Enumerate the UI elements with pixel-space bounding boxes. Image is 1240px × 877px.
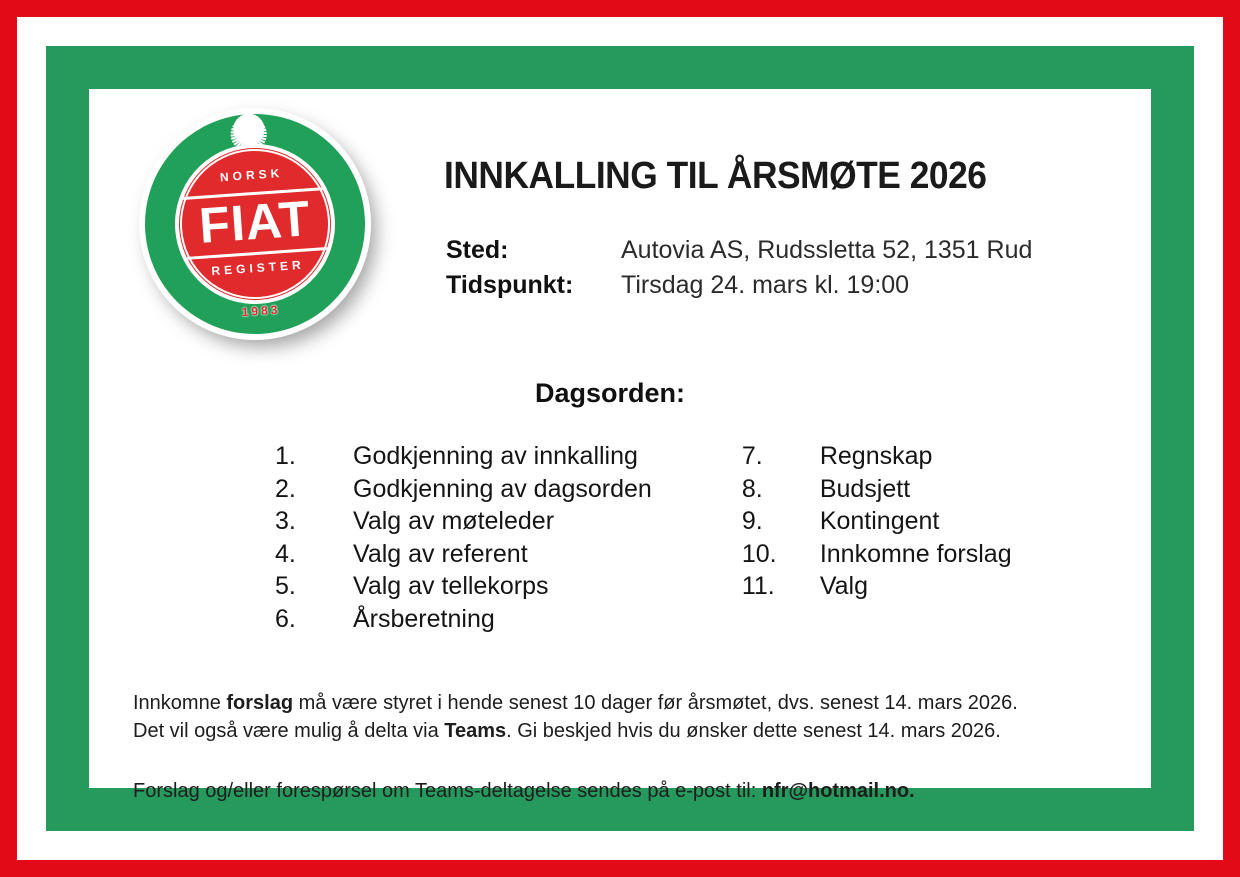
agenda-item-label: Valg [819, 572, 869, 600]
agenda-column-left: 1. Godkjenning av innkalling 2. Godkjenning… [275, 442, 652, 637]
agenda-item-label: Valg av referent [353, 539, 528, 568]
laurel-leaves [131, 100, 362, 153]
agenda-item: 9. Kontingent [742, 507, 1012, 540]
agenda-item-label: Innkomne forslag [819, 539, 1012, 568]
agenda-item: 7. Regnskap [742, 442, 1012, 475]
frame-white-gap: NORSK FIAT REGISTER 1983 INNKALLING TIL … [17, 17, 1223, 860]
agenda-item-label: Regnskap [819, 442, 933, 470]
agenda-item-number: 9. [741, 507, 763, 535]
detail-value-tidspunkt: Tirsdag 24. mars kl. 19:00 [621, 271, 910, 299]
agenda-item-label: Godkjenning av innkalling [353, 442, 638, 470]
frame-green-band: NORSK FIAT REGISTER 1983 INNKALLING TIL … [46, 46, 1194, 831]
page-title: INNKALLING TIL ÅRSMØTE 2026 [444, 155, 987, 197]
footer-line-1-pre: Innkomne [133, 692, 227, 714]
agenda-heading: Dagsorden: [534, 378, 686, 408]
footer-line-2-bold: Teams [444, 720, 507, 742]
agenda-item: 1. Godkjenning av innkalling [275, 442, 652, 475]
detail-row-sted: Sted: Autovia AS, Rudssletta 52, 1351 Ru… [446, 236, 1086, 271]
agenda-item-label: Kontingent [819, 507, 940, 535]
agenda-item-label: Valg av tellekorps [353, 572, 549, 600]
agenda-item: 4. Valg av referent [275, 540, 652, 573]
footer-line-2-post: . Gi beskjed hvis du ønsker dette senest… [506, 720, 1001, 742]
agenda-item: 6. Årsberetning [275, 605, 652, 638]
agenda-item-number: 1. [275, 442, 296, 470]
detail-label-sted: Sted: [446, 236, 509, 264]
agenda-item-number: 3. [275, 507, 296, 535]
footer-notes: Innkomne forslag må være styret i hende … [133, 689, 1163, 805]
footer-line-1-bold: forslag [226, 692, 294, 714]
norsk-fiat-register-logo: NORSK FIAT REGISTER 1983 [131, 100, 386, 356]
agenda-item-label: Valg av møteleder [353, 507, 555, 535]
poster-canvas: NORSK FIAT REGISTER 1983 INNKALLING TIL … [89, 89, 1151, 802]
footer-line-1-post: må være styret i hende senest 10 dager f… [293, 692, 1018, 714]
agenda-item-number: 7. [741, 442, 763, 470]
meeting-details: Sted: Autovia AS, Rudssletta 52, 1351 Ru… [446, 236, 1086, 306]
agenda-item-number: 6. [275, 604, 296, 633]
agenda-item-number: 2. [275, 474, 296, 503]
agenda-list: 1. Godkjenning av innkalling 2. Godkjenning… [275, 442, 1012, 637]
agenda-item: 2. Godkjenning av dagsorden [275, 475, 652, 508]
footer-spacer [133, 745, 1163, 777]
agenda-item-number: 5. [275, 572, 296, 600]
footer-line-2: Det vil også være mulig å delta via Team… [133, 717, 1163, 745]
footer-line-2-pre: Det vil også være mulig å delta via [133, 720, 445, 742]
footer-line-3: Forslag og/eller forespørsel om Teams-de… [133, 777, 1163, 805]
agenda-item-label: Årsberetning [353, 604, 495, 633]
agenda-item-label: Budsjett [819, 474, 911, 503]
agenda-item-number: 8. [741, 474, 763, 503]
agenda-item-number: 11. [741, 572, 775, 600]
agenda-item: 11. Valg [742, 572, 1012, 605]
footer-line-1: Innkomne forslag må være styret i hende … [133, 689, 1163, 717]
agenda-item-number: 4. [275, 539, 296, 568]
agenda-item: 8. Budsjett [742, 475, 1012, 508]
agenda-column-right: 7. Regnskap 8. Budsjett 9. Kontingent 10. Innko… [742, 442, 1012, 637]
agenda-item-number: 10. [741, 539, 777, 568]
footer-line-3-pre: Forslag og/eller forespørsel om Teams-de… [133, 780, 762, 802]
agenda-item: 3. Valg av møteleder [275, 507, 652, 540]
detail-row-tidspunkt: Tidspunkt: Tirsdag 24. mars kl. 19:00 [446, 271, 1086, 306]
detail-label-tidspunkt: Tidspunkt: [446, 271, 574, 299]
footer-email[interactable]: nfr@hotmail.no. [761, 780, 915, 802]
detail-value-sted: Autovia AS, Rudssletta 52, 1351 Rud [621, 236, 1033, 264]
logo-fiat-text: FIAT [197, 190, 313, 254]
agenda-item: 10. Innkomne forslag [742, 540, 1012, 573]
agenda-item-label: Godkjenning av dagsorden [353, 474, 652, 503]
logo-disc: NORSK FIAT REGISTER 1983 [131, 100, 379, 348]
agenda-item: 5. Valg av tellekorps [275, 572, 652, 605]
